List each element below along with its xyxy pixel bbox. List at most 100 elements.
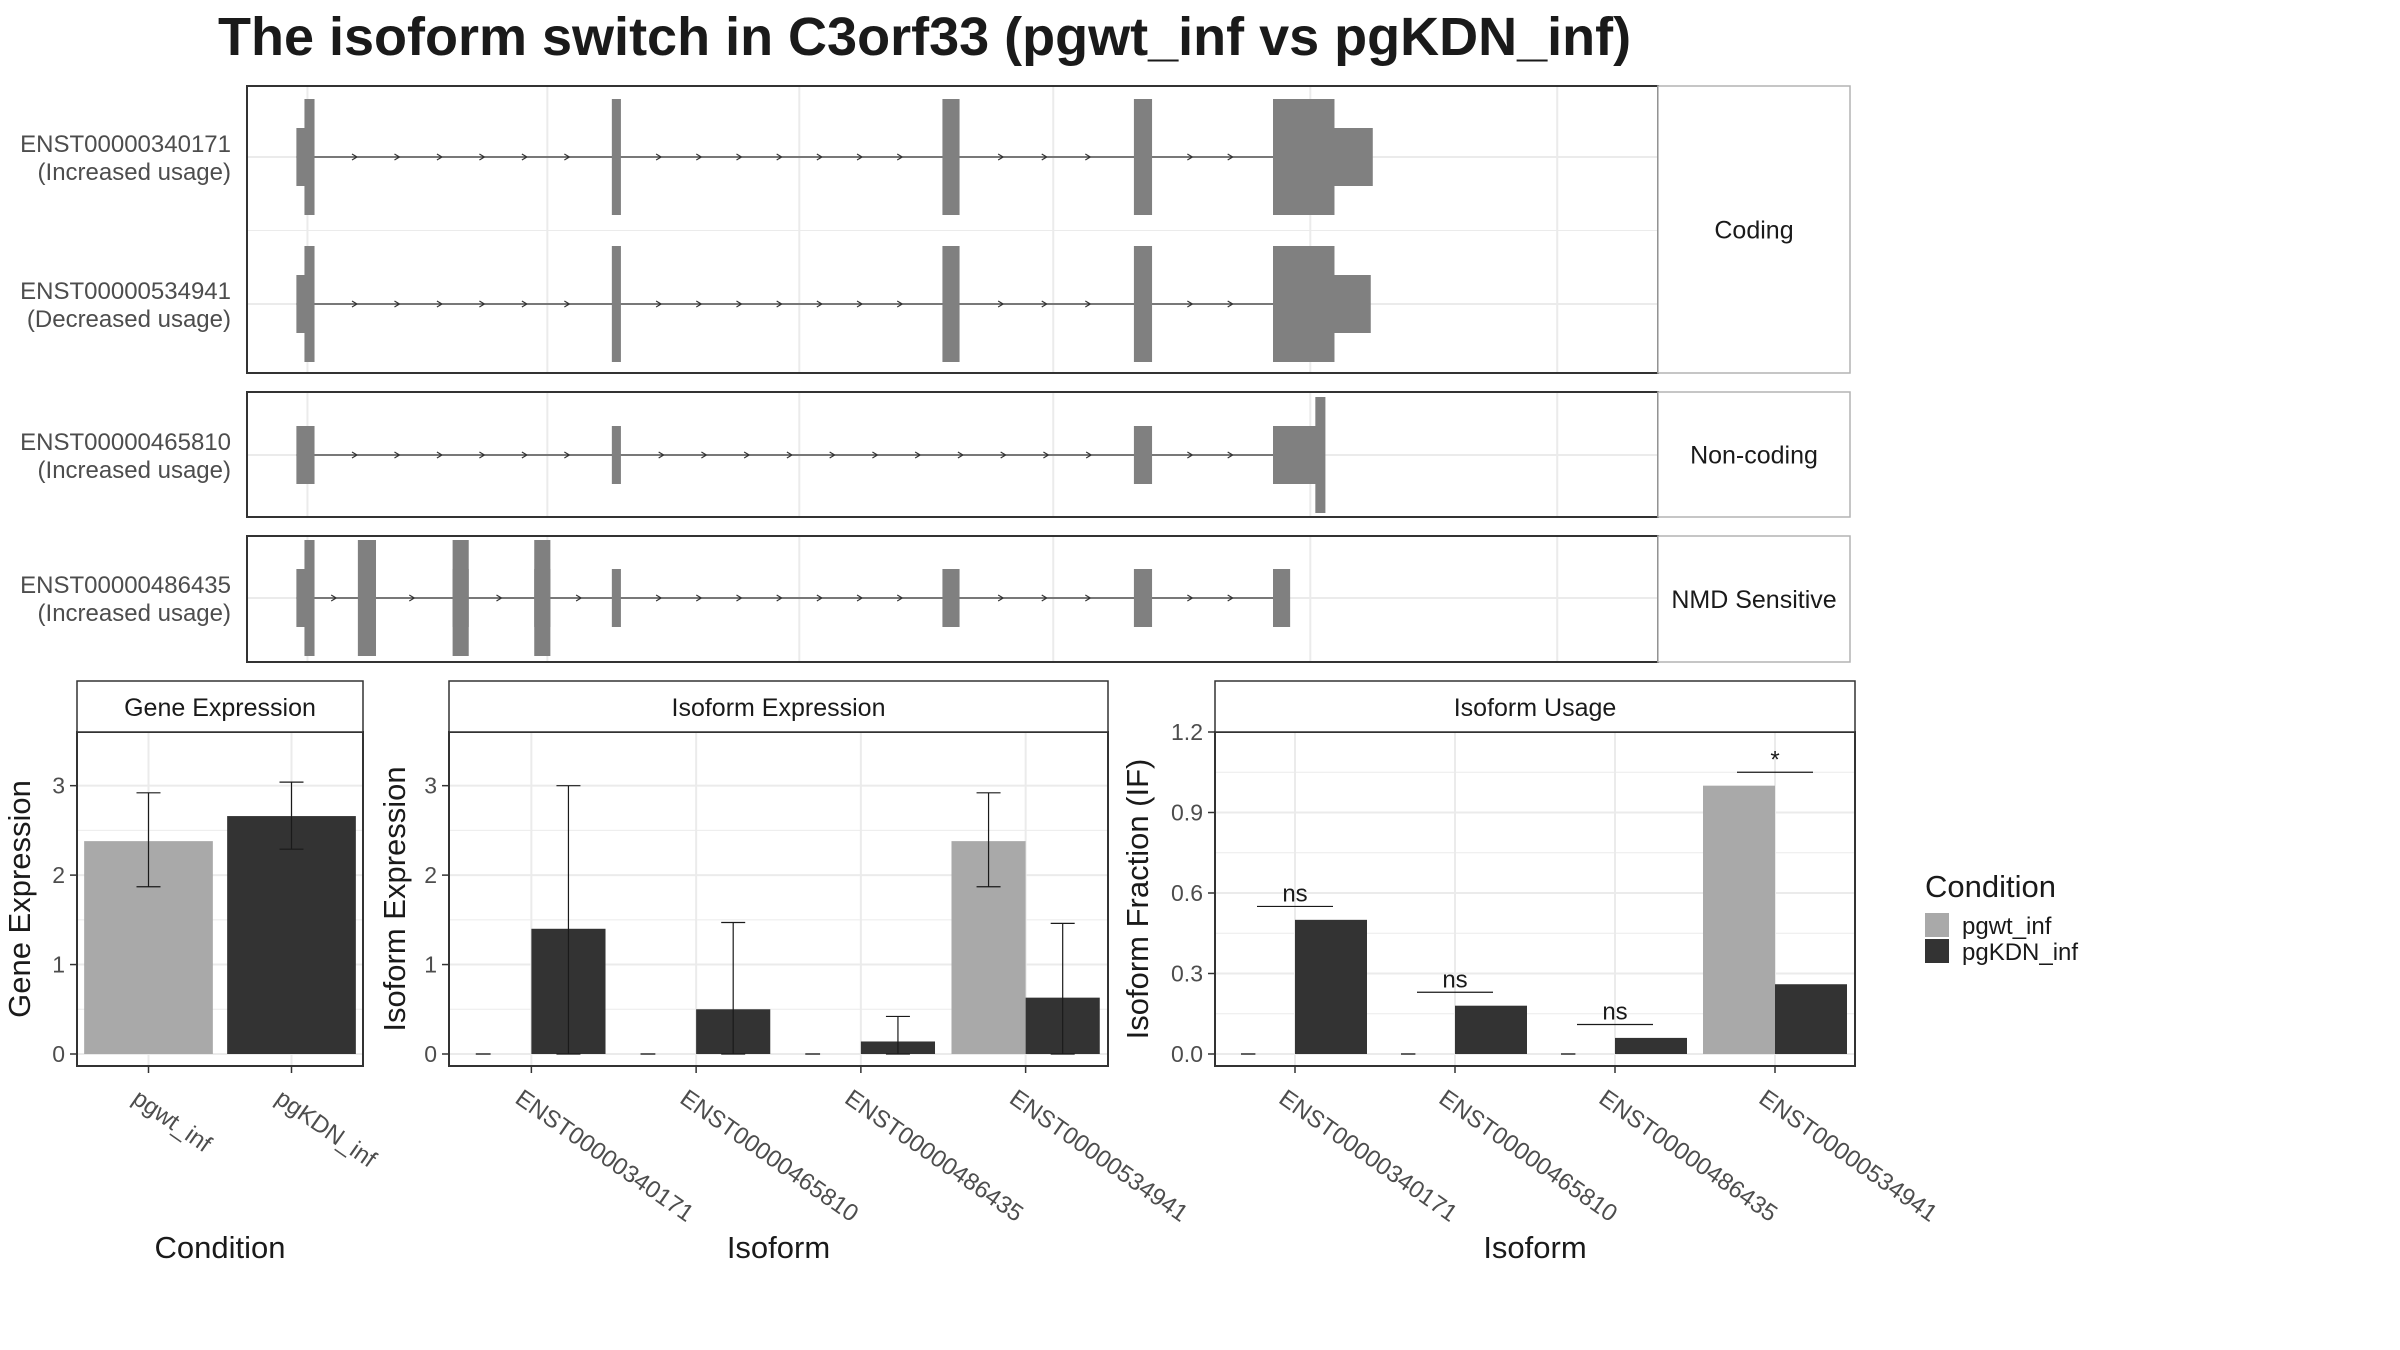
structure-facet-strip bbox=[1657, 535, 1851, 663]
y-tick-label: 0.6 bbox=[1171, 880, 1203, 906]
intron-direction-arrow bbox=[1187, 300, 1194, 308]
chart-facet-strip bbox=[448, 680, 1109, 733]
y-tick-label: 1.2 bbox=[1171, 719, 1203, 745]
intron-direction-arrow bbox=[479, 300, 486, 308]
noncoding-exon bbox=[296, 426, 315, 484]
intron-direction-arrow bbox=[1085, 153, 1092, 161]
intron-direction-arrow bbox=[330, 594, 338, 602]
intron-direction-arrow bbox=[521, 153, 529, 161]
significance-label: * bbox=[1770, 746, 1779, 773]
coding-exon bbox=[942, 99, 960, 215]
intron-direction-arrow bbox=[436, 300, 444, 308]
noncoding-exon bbox=[611, 426, 621, 484]
intron-direction-arrow bbox=[1085, 451, 1093, 459]
intron-direction-arrow bbox=[997, 594, 1005, 602]
noncoding-exon bbox=[611, 569, 621, 627]
intron-direction-arrow bbox=[479, 153, 486, 161]
intron-direction-arrow bbox=[1227, 300, 1234, 308]
chart-facet-title: Gene Expression bbox=[124, 694, 316, 722]
x-axis-title: Condition bbox=[155, 1230, 286, 1265]
intron-direction-arrow bbox=[658, 451, 665, 459]
intron-direction-arrow bbox=[701, 451, 708, 459]
x-axis-title: Isoform bbox=[727, 1230, 830, 1265]
intron-direction-arrow bbox=[695, 153, 703, 161]
intron-direction-arrow bbox=[394, 153, 401, 161]
x-tick-label: ENST00000534941 bbox=[1754, 1085, 1942, 1228]
intron-direction-arrow bbox=[914, 451, 922, 459]
legend-item-label: pgwt_inf bbox=[1962, 913, 2052, 940]
noncoding-exon bbox=[296, 569, 306, 627]
intron-direction-arrow bbox=[736, 153, 743, 161]
transcript-id-label: ENST00000486435 bbox=[20, 572, 231, 599]
intron-direction-arrow bbox=[776, 300, 783, 308]
chart-facet-strip bbox=[1214, 680, 1856, 733]
intron-direction-arrow bbox=[1227, 594, 1234, 602]
bar bbox=[1455, 1005, 1527, 1054]
structure-facet-strip bbox=[1657, 391, 1851, 518]
intron-direction-arrow bbox=[1041, 594, 1048, 602]
intron-direction-arrow bbox=[1187, 153, 1194, 161]
coding-exon bbox=[611, 246, 621, 362]
intron-direction-arrow bbox=[1000, 451, 1007, 459]
chart-facet-title: Isoform Expression bbox=[672, 694, 886, 722]
bar bbox=[1775, 984, 1847, 1054]
intron-direction-arrow bbox=[1085, 300, 1092, 308]
intron-direction-arrow bbox=[564, 300, 571, 308]
coding-exon bbox=[1133, 99, 1153, 215]
intron-direction-arrow bbox=[521, 300, 529, 308]
intron-direction-arrow bbox=[564, 451, 571, 459]
intron-direction-arrow bbox=[896, 594, 904, 602]
x-tick-label: ENST00000465810 bbox=[675, 1085, 863, 1228]
transcript-id-label: ENST00000465810 bbox=[20, 429, 231, 456]
chart-facet-title: Isoform Usage bbox=[1454, 694, 1617, 722]
bar bbox=[1615, 1037, 1687, 1054]
intron-direction-arrow bbox=[997, 153, 1005, 161]
coding-exon bbox=[1272, 99, 1335, 215]
x-tick-label: ENST00000534941 bbox=[1005, 1085, 1193, 1228]
chart-facet-strip bbox=[76, 680, 364, 733]
noncoding-exon bbox=[296, 128, 306, 186]
intron-direction-arrow bbox=[816, 594, 824, 602]
coding-exon bbox=[304, 246, 315, 362]
intron-direction-arrow bbox=[816, 153, 824, 161]
x-axis-title: Isoform bbox=[1483, 1230, 1586, 1265]
intron-direction-arrow bbox=[655, 153, 663, 161]
intron-direction-arrow bbox=[872, 451, 879, 459]
bar bbox=[227, 816, 356, 1054]
coding-exon bbox=[534, 540, 551, 656]
legend-item-label: pgKDN_inf bbox=[1962, 939, 2078, 966]
y-tick-label: 1 bbox=[52, 952, 65, 978]
intron-direction-arrow bbox=[743, 451, 751, 459]
coding-exon bbox=[304, 99, 315, 215]
coding-exon bbox=[942, 246, 960, 362]
intron-direction-arrow bbox=[1041, 153, 1048, 161]
coding-exon bbox=[1272, 246, 1335, 362]
intron-direction-arrow bbox=[829, 451, 836, 459]
intron-direction-arrow bbox=[736, 594, 743, 602]
y-axis-title: Isoform Fraction (IF) bbox=[1120, 759, 1155, 1040]
transcript-usage-label: (Increased usage) bbox=[38, 600, 231, 627]
intron-direction-arrow bbox=[1187, 451, 1194, 459]
y-tick-label: 3 bbox=[52, 773, 65, 799]
y-tick-label: 2 bbox=[52, 862, 65, 888]
intron-direction-arrow bbox=[786, 451, 794, 459]
intron-direction-arrow bbox=[896, 153, 904, 161]
y-axis-title: Gene Expression bbox=[2, 780, 37, 1018]
intron-direction-arrow bbox=[1187, 594, 1194, 602]
intron-direction-arrow bbox=[351, 300, 359, 308]
x-tick-label: pgKDN_inf bbox=[270, 1085, 381, 1174]
y-tick-label: 0.3 bbox=[1171, 961, 1203, 987]
figure-title: The isoform switch in C3orf33 (pgwt_inf … bbox=[218, 7, 1632, 67]
y-tick-label: 0 bbox=[424, 1041, 437, 1067]
noncoding-exon bbox=[1272, 426, 1324, 484]
coding-exon bbox=[1133, 246, 1153, 362]
intron-direction-arrow bbox=[1043, 451, 1050, 459]
intron-direction-arrow bbox=[655, 594, 663, 602]
coding-exon bbox=[357, 540, 377, 656]
intron-direction-arrow bbox=[1041, 300, 1048, 308]
y-tick-label: 0.9 bbox=[1171, 800, 1203, 826]
coding-exon bbox=[1315, 397, 1326, 513]
intron-direction-arrow bbox=[736, 300, 743, 308]
intron-direction-arrow bbox=[1227, 451, 1234, 459]
